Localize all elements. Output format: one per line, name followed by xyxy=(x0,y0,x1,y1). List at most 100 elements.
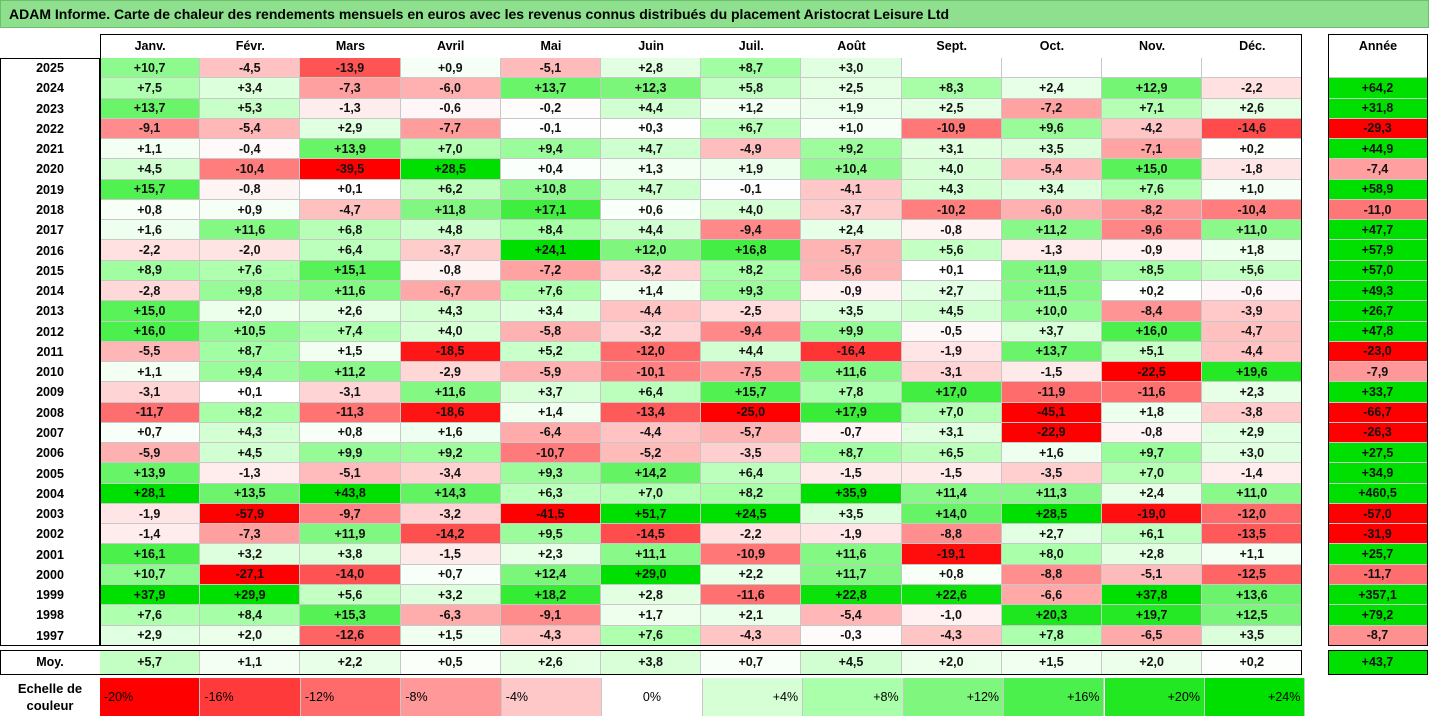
heatmap-cell: +2,4 xyxy=(1102,483,1203,504)
heatmap-cell: -3,2 xyxy=(601,321,702,342)
heatmap-cell: +22,6 xyxy=(901,585,1002,606)
heatmap-cell: +11,4 xyxy=(901,483,1002,504)
heatmap-cell: -6,6 xyxy=(1001,585,1102,606)
heatmap-cell: +1,4 xyxy=(601,280,702,302)
heatmap-cell: -3,9 xyxy=(1202,301,1303,322)
heatmap-cell: -5,8 xyxy=(500,321,601,342)
heatmap-cell: +28,1 xyxy=(100,483,201,504)
annual-cell: -26,3 xyxy=(1328,422,1428,444)
heatmap-cell: +13,9 xyxy=(100,463,201,484)
color-scale-swatch: +4% xyxy=(702,678,804,716)
year-label: 2001 xyxy=(0,544,100,565)
heatmap-cell: +9,8 xyxy=(200,280,301,302)
heatmap-cell: +2,8 xyxy=(1102,544,1203,565)
heatmap-cell: -6,4 xyxy=(500,422,601,444)
heatmap-cell: +2,1 xyxy=(701,605,802,626)
heatmap-cell: +15,3 xyxy=(300,605,401,626)
heatmap-cell: -5,9 xyxy=(100,443,201,464)
heatmap-cell: +3,2 xyxy=(200,544,301,565)
heatmap-cell: +4,3 xyxy=(200,422,301,444)
heatmap-cell: +11,1 xyxy=(601,544,702,565)
heatmap-cell: +0,2 xyxy=(1102,280,1203,302)
heatmap-cell: +1,1 xyxy=(1202,544,1303,565)
heatmap-cell: -7,7 xyxy=(400,118,501,140)
heatmap-cell: -1,5 xyxy=(801,463,902,484)
heatmap-cell: +2,9 xyxy=(300,118,401,140)
heatmap-cell: +7,0 xyxy=(601,483,702,504)
heatmap-cell: -11,6 xyxy=(1102,382,1203,403)
heatmap-cell: +2,8 xyxy=(601,585,702,606)
heatmap-cell: -13,4 xyxy=(601,402,702,423)
heatmap-cell: +6,2 xyxy=(400,179,501,200)
column-header: Janv. xyxy=(100,34,201,58)
heatmap-cell: +11,8 xyxy=(400,199,501,221)
heatmap-cell: +3,4 xyxy=(500,301,601,322)
heatmap-cell: -4,4 xyxy=(1202,341,1303,363)
heatmap-cell: +7,6 xyxy=(1102,179,1203,200)
color-scale-swatch: -4% xyxy=(501,678,603,716)
heatmap-cell: -3,2 xyxy=(400,503,501,525)
year-label: 1999 xyxy=(0,585,100,606)
year-label: 2010 xyxy=(0,362,100,383)
heatmap-cell: +0,9 xyxy=(200,199,301,221)
heatmap-cell: +9,3 xyxy=(701,280,802,302)
heatmap-cell: -1,9 xyxy=(901,341,1002,363)
heatmap-cell: +15,7 xyxy=(100,179,201,200)
year-label: 2016 xyxy=(0,240,100,261)
heatmap-cell: +12,9 xyxy=(1102,78,1203,99)
heatmap-cell: +1,4 xyxy=(500,402,601,423)
heatmap-cell: +19,6 xyxy=(1202,362,1303,383)
heatmap-cell: +10,0 xyxy=(1001,301,1102,322)
heatmap-cell: -4,2 xyxy=(1102,118,1203,140)
heatmap-cell: +6,1 xyxy=(1102,524,1203,545)
heatmap-cell: -5,1 xyxy=(500,58,601,79)
heatmap-cell: -3,2 xyxy=(601,260,702,281)
heatmap-cell: +3,0 xyxy=(1202,443,1303,464)
color-scale-swatch: -12% xyxy=(300,678,402,716)
heatmap-cell: +4,0 xyxy=(701,199,802,221)
heatmap-cell: +19,7 xyxy=(1102,605,1203,626)
heatmap-cell: +11,6 xyxy=(400,382,501,403)
year-label: 2009 xyxy=(0,382,100,403)
heatmap-cell: +2,9 xyxy=(1202,422,1303,444)
heatmap-cell: +3,8 xyxy=(300,544,401,565)
annual-cell: +25,7 xyxy=(1328,544,1428,565)
heatmap-cell: -1,5 xyxy=(400,544,501,565)
heatmap-cell: +12,0 xyxy=(601,240,702,261)
heatmap-cell: +8,2 xyxy=(701,483,802,504)
heatmap-cell: +7,0 xyxy=(400,139,501,160)
heatmap-cell: -6,5 xyxy=(1102,625,1203,646)
heatmap-cell: +2,5 xyxy=(901,98,1002,119)
color-scale-swatch: -16% xyxy=(200,678,301,716)
average-cell: +0,2 xyxy=(1202,649,1303,675)
heatmap-cell: -12,6 xyxy=(300,625,401,646)
average-cell: +4,5 xyxy=(801,649,902,675)
heatmap-cell: +1,3 xyxy=(601,159,702,180)
heatmap-cell: +4,4 xyxy=(701,341,802,363)
heatmap-cell: +8,2 xyxy=(701,260,802,281)
heatmap-cell: +6,8 xyxy=(300,220,401,241)
heatmap-cell: +15,0 xyxy=(1102,159,1203,180)
heatmap-cell: +7,8 xyxy=(801,382,902,403)
heatmap-cell: +12,4 xyxy=(500,564,601,586)
heatmap-cell: -4,5 xyxy=(200,58,301,79)
heatmap-cell: +8,5 xyxy=(1102,260,1203,281)
annual-cell: -66,7 xyxy=(1328,402,1428,423)
heatmap-cell: +1,6 xyxy=(1001,443,1102,464)
heatmap-cell: -8,2 xyxy=(1102,199,1203,221)
heatmap-cell: +24,5 xyxy=(701,503,802,525)
heatmap-cell: +20,3 xyxy=(1001,605,1102,626)
heatmap-cell: +6,5 xyxy=(901,443,1002,464)
annual-cell: +44,9 xyxy=(1328,139,1428,160)
heatmap-cell: +3,1 xyxy=(901,139,1002,160)
annual-cell: +57,9 xyxy=(1328,240,1428,261)
annual-cell: +64,2 xyxy=(1328,78,1428,99)
annual-cell: +31,8 xyxy=(1328,98,1428,119)
year-label: 2004 xyxy=(0,483,100,504)
heatmap-cell: +28,5 xyxy=(400,159,501,180)
heatmap-cell: +13,9 xyxy=(300,139,401,160)
heatmap-cell: +6,4 xyxy=(300,240,401,261)
heatmap-cell: -9,4 xyxy=(701,321,802,342)
heatmap-cell: -39,5 xyxy=(300,159,401,180)
heatmap-cell: -41,5 xyxy=(500,503,601,525)
